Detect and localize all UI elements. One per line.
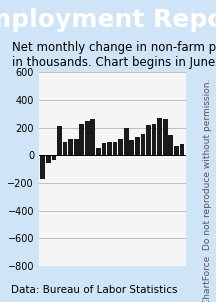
Text: Data: Bureau of Labor Statistics: Data: Bureau of Labor Statistics [11, 285, 177, 295]
Bar [52, 155, 56, 160]
Bar [85, 121, 90, 155]
Text: Net monthly change in non-farm payrolls,
in thousands. Chart begins in June 2010: Net monthly change in non-farm payrolls,… [13, 41, 216, 69]
Bar [107, 142, 112, 155]
Bar [146, 125, 151, 155]
Bar [135, 137, 140, 155]
Bar [91, 119, 95, 155]
Bar [179, 143, 184, 155]
Bar [157, 118, 162, 155]
Bar [174, 146, 179, 155]
Bar [57, 126, 62, 155]
Bar [102, 143, 106, 155]
Bar [152, 124, 156, 155]
Bar [118, 139, 123, 155]
Text: ©ChartForce  Do not reproduce without permission.: ©ChartForce Do not reproduce without per… [203, 79, 212, 302]
Bar [79, 124, 84, 155]
Bar [68, 139, 73, 155]
Text: Employment Report: Employment Report [0, 8, 216, 32]
Bar [113, 142, 118, 155]
Bar [46, 155, 51, 163]
Bar [163, 119, 168, 155]
Bar [124, 128, 129, 155]
Bar [40, 155, 45, 179]
Bar [96, 148, 101, 155]
Bar [168, 135, 173, 155]
Bar [129, 140, 134, 155]
Bar [141, 134, 145, 155]
Bar [63, 142, 67, 155]
Bar [74, 140, 79, 155]
